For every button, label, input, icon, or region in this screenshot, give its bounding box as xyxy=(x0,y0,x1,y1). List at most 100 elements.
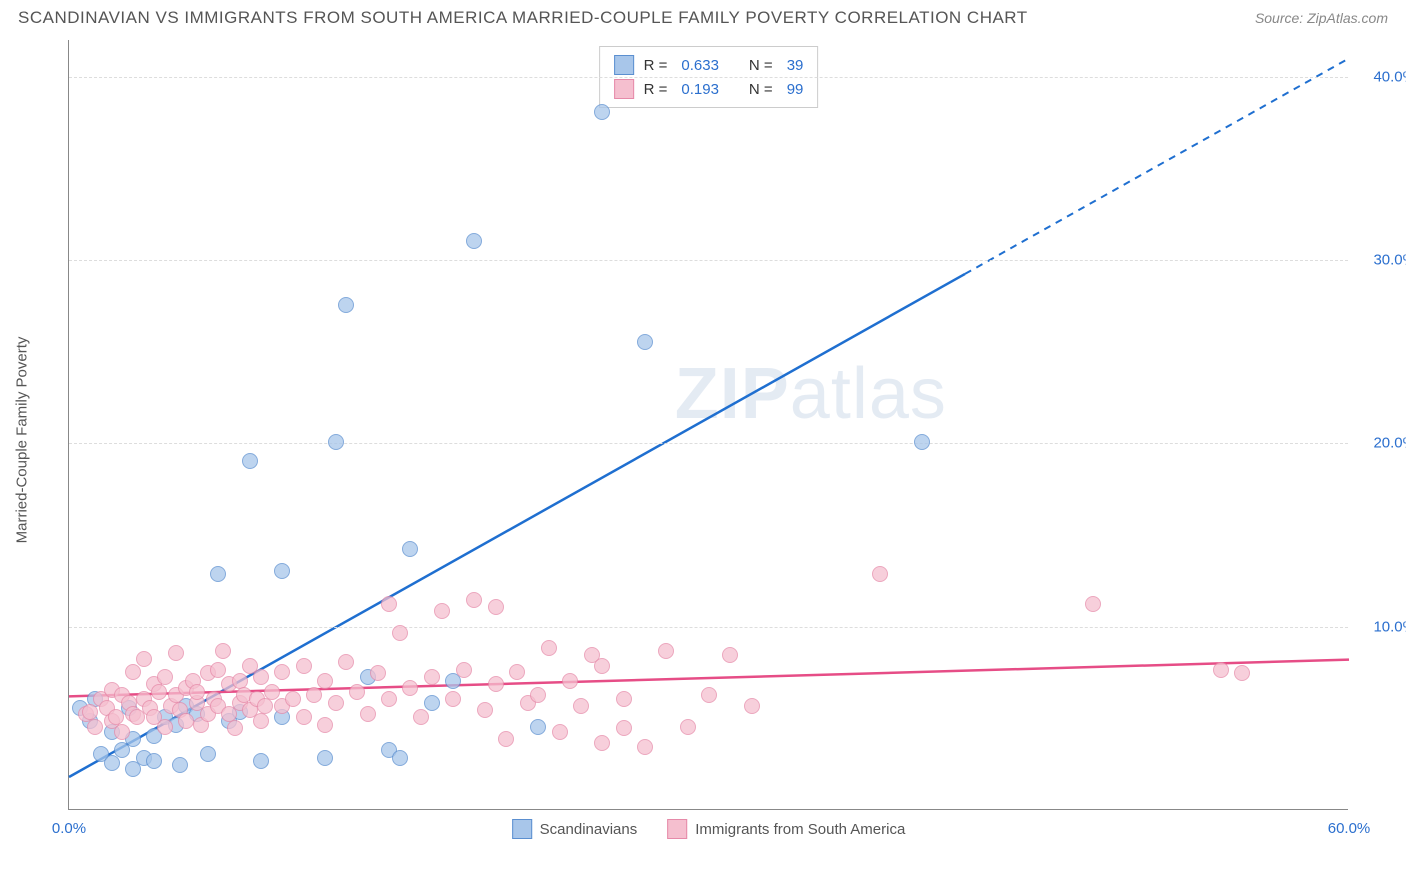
scatter-point xyxy=(200,746,216,762)
n-label-2: N = xyxy=(749,81,773,98)
scatter-point xyxy=(616,691,632,707)
scatter-point xyxy=(178,713,194,729)
legend-stats-row-1: R = 0.633 N = 39 xyxy=(614,53,804,77)
scatter-point xyxy=(658,643,674,659)
scatter-point xyxy=(253,753,269,769)
legend-series-1: Scandinavians xyxy=(512,819,638,839)
n-value-1: 39 xyxy=(787,57,804,74)
swatch-series-2b xyxy=(667,819,687,839)
scatter-point xyxy=(872,566,888,582)
scatter-point xyxy=(402,680,418,696)
scatter-point xyxy=(445,691,461,707)
scatter-point xyxy=(1085,596,1101,612)
scatter-point xyxy=(616,720,632,736)
r-label-2: R = xyxy=(644,81,668,98)
scatter-point xyxy=(338,654,354,670)
scatter-point xyxy=(413,709,429,725)
legend-series-2: Immigrants from South America xyxy=(667,819,905,839)
scatter-point xyxy=(552,724,568,740)
scatter-point xyxy=(317,673,333,689)
scatter-point xyxy=(146,753,162,769)
source-label: Source: xyxy=(1255,10,1303,26)
scatter-point xyxy=(136,651,152,667)
scatter-point xyxy=(360,706,376,722)
scatter-point xyxy=(296,658,312,674)
scatter-point xyxy=(328,434,344,450)
scatter-point xyxy=(541,640,557,656)
x-tick-label: 0.0% xyxy=(52,820,86,837)
scatter-point xyxy=(914,434,930,450)
chart-header: SCANDINAVIAN VS IMMIGRANTS FROM SOUTH AM… xyxy=(0,0,1406,32)
legend-series: Scandinavians Immigrants from South Amer… xyxy=(512,819,906,839)
scatter-point xyxy=(264,684,280,700)
chart-title: SCANDINAVIAN VS IMMIGRANTS FROM SOUTH AM… xyxy=(18,8,1028,28)
scatter-point xyxy=(328,695,344,711)
scatter-point xyxy=(392,625,408,641)
scatter-point xyxy=(488,676,504,692)
y-tick-label: 20.0% xyxy=(1373,435,1406,452)
r-value-1: 0.633 xyxy=(681,57,719,74)
scatter-point xyxy=(104,755,120,771)
scatter-point xyxy=(392,750,408,766)
gridline xyxy=(69,260,1348,261)
swatch-series-1b xyxy=(512,819,532,839)
scatter-point xyxy=(530,687,546,703)
scatter-point xyxy=(466,233,482,249)
scatter-point xyxy=(210,566,226,582)
scatter-point xyxy=(594,658,610,674)
scatter-point xyxy=(434,603,450,619)
scatter-point xyxy=(722,647,738,663)
scatter-point xyxy=(1213,662,1229,678)
n-value-2: 99 xyxy=(787,81,804,98)
scatter-point xyxy=(424,669,440,685)
scatter-point xyxy=(573,698,589,714)
scatter-point xyxy=(157,669,173,685)
scatter-point xyxy=(637,739,653,755)
scatter-point xyxy=(274,563,290,579)
scatter-point xyxy=(498,731,514,747)
y-tick-label: 40.0% xyxy=(1373,68,1406,85)
n-label-1: N = xyxy=(749,57,773,74)
scatter-point xyxy=(253,713,269,729)
scatter-point xyxy=(456,662,472,678)
trend-line-extrapolated xyxy=(965,58,1349,274)
gridline xyxy=(69,443,1348,444)
r-value-2: 0.193 xyxy=(681,81,719,98)
scatter-point xyxy=(114,724,130,740)
y-tick-label: 30.0% xyxy=(1373,252,1406,269)
scatter-point xyxy=(108,709,124,725)
scatter-point xyxy=(594,735,610,751)
scatter-point xyxy=(125,664,141,680)
scatter-point xyxy=(210,662,226,678)
scatter-point xyxy=(381,691,397,707)
scatter-point xyxy=(370,665,386,681)
scatter-point xyxy=(477,702,493,718)
scatter-point xyxy=(317,717,333,733)
series-2-label: Immigrants from South America xyxy=(695,821,905,838)
scatter-point xyxy=(744,698,760,714)
scatter-point xyxy=(242,453,258,469)
scatter-point xyxy=(1234,665,1250,681)
scatter-point xyxy=(227,720,243,736)
y-axis-label: Married-Couple Family Poverty xyxy=(14,337,31,544)
scatter-point xyxy=(168,645,184,661)
scatter-point xyxy=(274,664,290,680)
x-tick-label: 60.0% xyxy=(1328,820,1371,837)
scatter-point xyxy=(349,684,365,700)
scatter-point xyxy=(253,669,269,685)
scatter-point xyxy=(285,691,301,707)
scatter-point xyxy=(82,704,98,720)
scatter-point xyxy=(257,698,273,714)
scatter-point xyxy=(157,719,173,735)
y-tick-label: 10.0% xyxy=(1373,618,1406,635)
chart-container: Married-Couple Family Poverty ZIPatlas R… xyxy=(50,40,1390,840)
scatter-point xyxy=(680,719,696,735)
scatter-point xyxy=(402,541,418,557)
source-attribution: Source: ZipAtlas.com xyxy=(1255,10,1388,26)
scatter-point xyxy=(637,334,653,350)
scatter-point xyxy=(306,687,322,703)
scatter-point xyxy=(562,673,578,689)
scatter-point xyxy=(424,695,440,711)
scatter-point xyxy=(381,596,397,612)
r-label-1: R = xyxy=(644,57,668,74)
